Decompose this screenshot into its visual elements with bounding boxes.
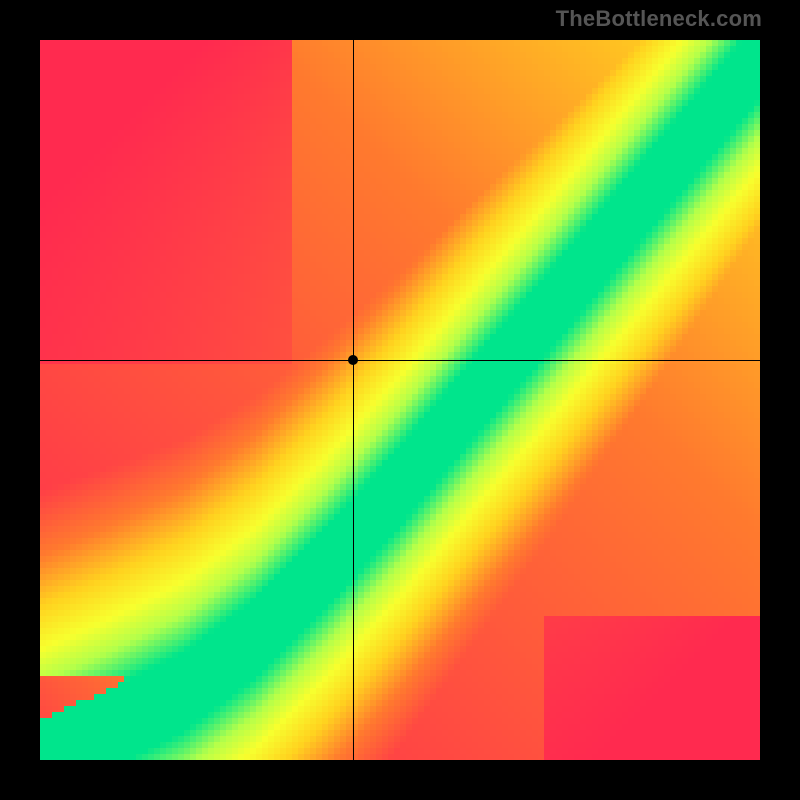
watermark-text: TheBottleneck.com [556, 6, 762, 32]
heatmap-canvas [40, 40, 760, 760]
chart-container: TheBottleneck.com [0, 0, 800, 800]
heatmap-plot [40, 40, 760, 760]
